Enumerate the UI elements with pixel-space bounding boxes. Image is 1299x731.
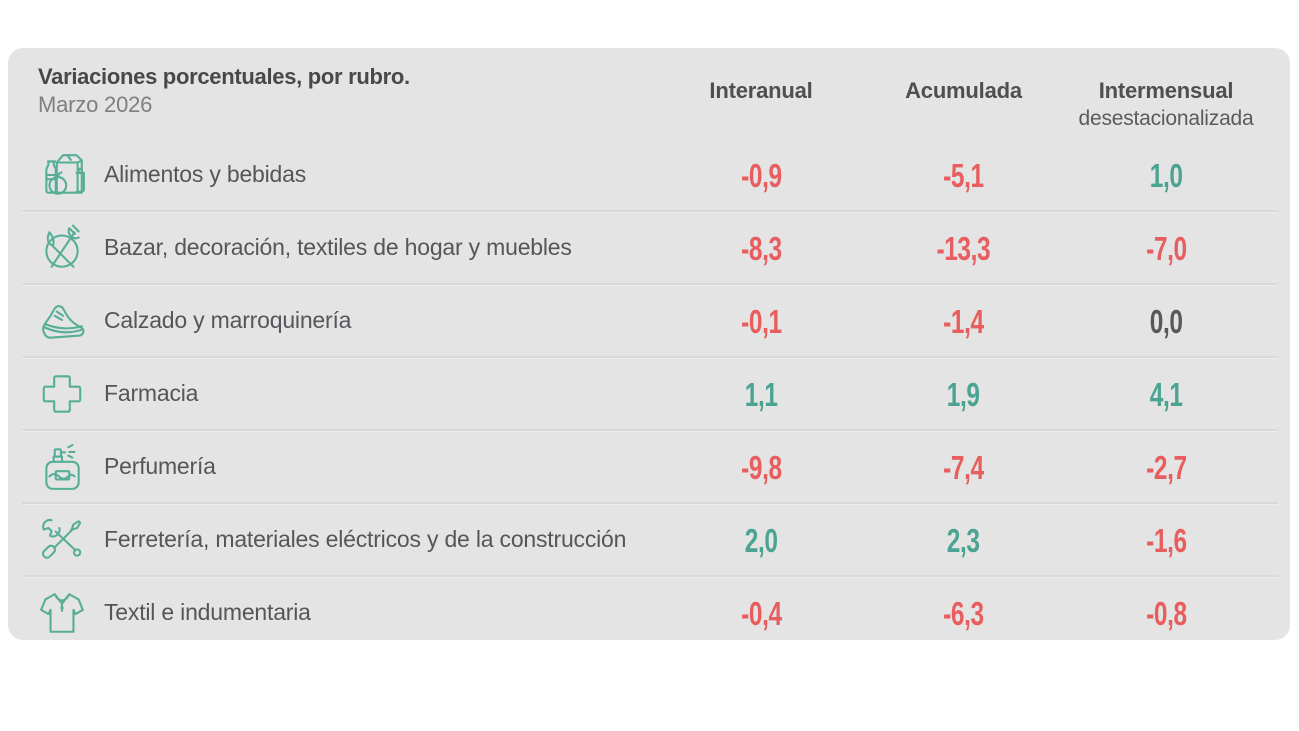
column-header-intermensual-line2: desestacionalizada xyxy=(1078,107,1254,131)
value-acumulada: 2,3 xyxy=(947,521,980,559)
value-interanual: -9,8 xyxy=(740,448,782,486)
title-block: Variaciones porcentuales, por rubro. Mar… xyxy=(36,64,661,117)
value-intermensual: -1,6 xyxy=(1145,521,1187,559)
row-divider xyxy=(22,283,1278,286)
plate-cutlery-icon xyxy=(36,222,88,274)
row-divider xyxy=(22,356,1278,359)
row-label: Alimentos y bebidas xyxy=(104,161,307,188)
value-interanual: -8,3 xyxy=(740,229,782,267)
sneaker-icon xyxy=(36,295,88,347)
value-acumulada: -7,4 xyxy=(943,448,984,486)
value-acumulada: -6,3 xyxy=(943,594,984,632)
perfume-icon xyxy=(36,441,88,493)
tools-icon xyxy=(36,514,88,566)
tshirt-icon xyxy=(36,587,88,639)
row-divider xyxy=(22,502,1278,505)
table-header: Variaciones porcentuales, por rubro. Mar… xyxy=(8,48,1290,140)
page-subtitle: Marzo 2026 xyxy=(38,92,153,118)
value-intermensual: -2,7 xyxy=(1145,448,1187,486)
value-intermensual: 1,0 xyxy=(1149,156,1183,194)
row-label: Perfumería xyxy=(104,453,216,480)
row-label: Textil e indumentaria xyxy=(104,599,311,626)
column-header-interanual: Interanual xyxy=(709,78,813,103)
value-interanual: -0,4 xyxy=(740,594,782,632)
table-row: Calzado y marroquinería -0,1 -1,4 0,0 xyxy=(8,286,1290,356)
value-interanual: -0,1 xyxy=(740,302,782,340)
row-label: Bazar, decoración, textiles de hogar y m… xyxy=(104,234,572,261)
value-intermensual: -0,8 xyxy=(1145,594,1187,632)
row-label: Calzado y marroquinería xyxy=(104,307,352,334)
row-divider xyxy=(22,210,1278,213)
table-row: Ferretería, materiales eléctricos y de l… xyxy=(8,505,1290,575)
row-label: Ferretería, materiales eléctricos y de l… xyxy=(104,526,627,553)
value-acumulada: -5,1 xyxy=(943,156,984,194)
value-acumulada: 1,9 xyxy=(947,375,980,413)
value-interanual: 2,0 xyxy=(744,521,778,559)
groceries-icon xyxy=(36,149,88,201)
value-acumulada: -13,3 xyxy=(936,229,991,267)
row-label: Farmacia xyxy=(104,380,199,407)
table-row: Perfumería -9,8 -7,4 -2,7 xyxy=(8,432,1290,502)
variations-table-card: Variaciones porcentuales, por rubro. Mar… xyxy=(8,48,1290,640)
column-header-acumulada: Acumulada xyxy=(905,78,1022,103)
table-row: Alimentos y bebidas -0,9 -5,1 1,0 xyxy=(8,140,1290,210)
column-header-intermensual-line1: Intermensual xyxy=(1098,78,1234,103)
page-title: Variaciones porcentuales, por rubro. xyxy=(38,64,410,89)
table-row: Farmacia 1,1 1,9 4,1 xyxy=(8,359,1290,429)
value-intermensual: 4,1 xyxy=(1149,375,1183,413)
value-intermensual: -7,0 xyxy=(1145,229,1187,267)
row-divider xyxy=(22,575,1278,578)
value-acumulada: -1,4 xyxy=(943,302,984,340)
value-interanual: 1,1 xyxy=(744,375,778,413)
column-header-intermensual: Intermensual desestacionalizada xyxy=(1066,64,1266,132)
table-row: Bazar, decoración, textiles de hogar y m… xyxy=(8,213,1290,283)
row-divider xyxy=(22,429,1278,432)
value-intermensual: 0,0 xyxy=(1149,302,1183,340)
value-interanual: -0,9 xyxy=(740,156,782,194)
table-row: Textil e indumentaria -0,4 -6,3 -0,8 xyxy=(8,578,1290,648)
pharmacy-cross-icon xyxy=(36,368,88,420)
